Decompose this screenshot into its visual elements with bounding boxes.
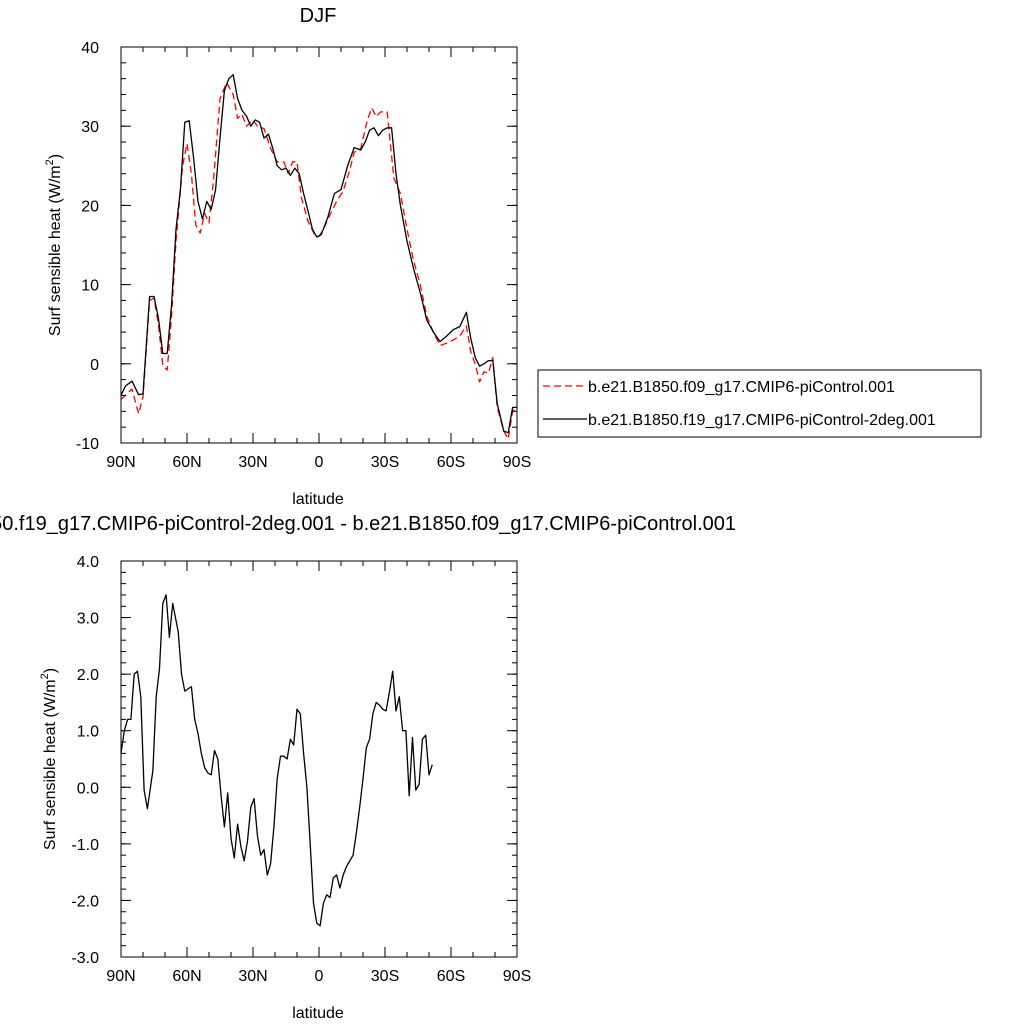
bottom-chart-x-axis-label: latitude — [292, 1005, 344, 1022]
bottom-chart-y-axis-label-close: ) — [42, 668, 59, 673]
bottom-chart-y-tick-label: 0.0 — [77, 780, 99, 797]
bottom-chart-x-tick-label: 30N — [238, 968, 267, 985]
top-chart-y-tick-label: 20 — [81, 198, 99, 215]
bottom-chart: b.e21.B1850.f19_g17.CMIP6-piControl-2deg… — [0, 513, 736, 1022]
top-chart-x-tick-label: 90S — [503, 454, 531, 471]
bottom-chart-x-tick-label: 30S — [371, 968, 399, 985]
bottom-chart-x-tick-label: 60S — [437, 968, 465, 985]
bottom-chart-x-axis: 90N 60N 30N 0 30S 60S 90S — [106, 561, 531, 985]
legend: b.e21.B1850.f09_g17.CMIP6-piControl.001 … — [537, 369, 982, 438]
top-chart-x-axis-label: latitude — [292, 491, 344, 508]
top-chart-x-tick-label: 60S — [437, 454, 465, 471]
top-chart-y-tick-label: 10 — [81, 278, 99, 295]
bottom-chart-y-tick-label: 2.0 — [77, 667, 99, 684]
legend-label-f09: b.e21.B1850.f09_g17.CMIP6-piControl.001 — [588, 379, 895, 396]
legend-entry-f19: b.e21.B1850.f19_g17.CMIP6-piControl-2deg… — [543, 412, 936, 429]
bottom-chart-title: b.e21.B1850.f19_g17.CMIP6-piControl-2deg… — [0, 513, 736, 535]
top-chart-y-tick-label: 40 — [81, 40, 99, 57]
legend-entry-f09: b.e21.B1850.f09_g17.CMIP6-piControl.001 — [543, 379, 895, 396]
legend-box — [537, 369, 982, 438]
top-chart-x-tick-label: 90N — [106, 454, 135, 471]
bottom-chart-y-tick-label: -2.0 — [71, 893, 99, 910]
top-chart: DJF 90N 60N 30N 0 30S 60S 90S -10 0 10 20 30 40 lat… — [44, 5, 531, 508]
bottom-chart-y-tick-label: -1.0 — [71, 837, 99, 854]
bottom-chart-y-axis-label-main: Surf sensible heat (W/m — [42, 679, 59, 850]
top-chart-y-axis-label: Surf sensible heat (W/m2) — [44, 154, 64, 336]
bottom-chart-y-tick-label: 1.0 — [77, 724, 99, 741]
bottom-chart-y-tick-label: 3.0 — [77, 611, 99, 628]
top-chart-y-axis-label-main: Surf sensible heat (W/m — [47, 165, 64, 336]
top-chart-x-tick-label: 60N — [172, 454, 201, 471]
top-chart-y-axis-label-close: ) — [47, 154, 64, 159]
top-chart-title: DJF — [300, 5, 337, 27]
top-chart-y-axis: -10 0 10 20 30 40 — [76, 40, 517, 453]
top-chart-series-line-1 — [120, 74, 517, 434]
top-chart-x-axis: 90N 60N 30N 0 30S 60S 90S — [106, 47, 531, 471]
bottom-chart-x-tick-label: 0 — [315, 968, 324, 985]
top-chart-series-line-0 — [120, 81, 518, 440]
bottom-chart-y-tick-label: 4.0 — [77, 554, 99, 571]
bottom-chart-y-tick-label: -3.0 — [71, 950, 99, 967]
top-chart-y-tick-label: -10 — [76, 436, 99, 453]
top-chart-y-axis-label-sup: 2 — [44, 159, 56, 165]
bottom-chart-x-tick-label: 90S — [503, 968, 531, 985]
bottom-chart-y-axis: 4.0 3.0 2.0 1.0 0.0 -1.0 -2.0 -3.0 — [71, 554, 517, 967]
top-chart-x-tick-label: 30N — [238, 454, 267, 471]
bottom-chart-y-axis-label: Surf sensible heat (W/m2) — [39, 668, 59, 850]
bottom-chart-x-tick-label: 90N — [106, 968, 135, 985]
bottom-chart-plot-area — [120, 594, 433, 927]
top-chart-x-tick-label: 30S — [371, 454, 399, 471]
bottom-chart-x-tick-label: 60N — [172, 968, 201, 985]
top-chart-y-tick-label: 30 — [81, 119, 99, 136]
bottom-chart-frame — [120, 560, 518, 958]
bottom-chart-series-line-0 — [120, 594, 433, 927]
bottom-chart-y-axis-label-sup: 2 — [39, 673, 51, 679]
top-chart-plot-area — [120, 74, 518, 440]
top-chart-frame — [120, 46, 518, 444]
top-chart-y-tick-label: 0 — [90, 357, 99, 374]
top-chart-x-tick-label: 0 — [315, 454, 324, 471]
legend-label-f19: b.e21.B1850.f19_g17.CMIP6-piControl-2deg… — [588, 412, 936, 429]
